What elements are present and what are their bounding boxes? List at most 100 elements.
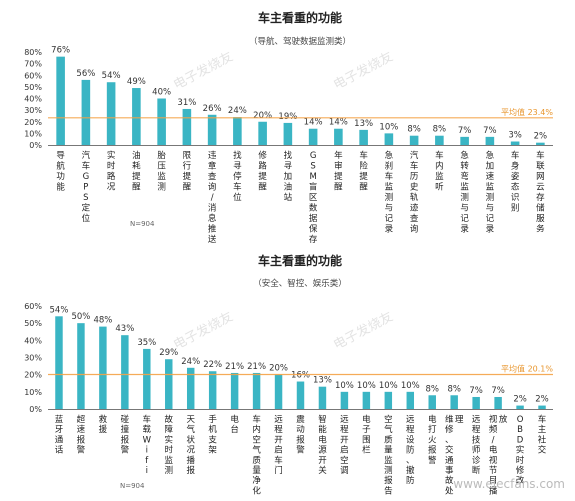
y-tick-label: 10% [24,129,42,138]
x-tick-char: 车 [233,182,242,193]
data-label: 10% [379,381,398,391]
x-tick-char: 防 [406,475,415,486]
x-tick-char: 碰 [121,414,130,425]
bar [538,405,546,409]
x-tick-char: 提 [258,171,267,182]
x-tick-char: 行 [183,161,192,172]
x-tick-char: 提 [132,171,141,182]
x-tick-char: 报 [296,434,305,445]
x-tick-char: 路 [107,171,116,182]
x-tick-char: 蓝 [55,414,64,425]
x-tick-char: 录 [486,225,495,235]
x-tick-char: D [517,435,524,445]
x-tick-char: 急 [385,150,394,161]
data-label: 76% [51,46,70,56]
x-tick-char: f [145,456,149,466]
x-tick-char: 停 [233,171,242,182]
x-tick-char: 处 [445,485,454,496]
x-tick-char: 据 [309,213,318,224]
data-label: 8% [433,125,447,135]
x-tick-char: 撤 [406,465,415,476]
data-label: 50% [71,312,90,322]
x-tick-char: 视 [489,455,498,466]
data-label: 56% [76,69,95,79]
chart-1-title: 车主看重的功能 [258,10,342,25]
bar [207,114,217,145]
data-label: 20% [253,111,272,121]
x-tick-char: 维 [445,414,454,425]
bar [157,98,166,145]
x-tick-char: 站 [284,192,293,203]
x-tick-char: 胎 [157,150,166,161]
x-tick-char: 车 [143,414,152,425]
x-tick-char: 放 [499,414,508,425]
x-tick-char: 事 [445,465,454,476]
bar [472,396,480,409]
x-tick-char: 改 [516,475,525,486]
x-tick-char: 查 [410,213,419,224]
bar [132,88,141,145]
bar [81,79,91,145]
bar [56,56,65,145]
x-tick-char: 监 [385,182,394,193]
x-tick-char: O [517,415,524,425]
x-tick-char: 急 [460,150,469,161]
x-tick-char: 开 [274,435,283,445]
x-tick-char: 测 [384,466,393,476]
y-tick-label: 20% [24,371,42,380]
x-tick-char: 身 [511,161,520,172]
bar [485,136,495,145]
x-tick-char: 支 [208,434,217,445]
x-tick-char: 震 [296,415,305,425]
x-tick-char: 动 [296,424,305,435]
bar [318,386,327,409]
x-tick-char: 机 [208,424,217,435]
chart-1-subtitle: （导航、驾驶数据监测类） [249,36,351,47]
x-tick-char: 理 [455,415,464,425]
x-tick-char: 实 [165,434,174,445]
x-tick-char: 历 [410,172,419,182]
x-tick-char: 网 [536,172,545,182]
x-tick-char: 空 [340,455,349,466]
x-tick-char: 听 [435,183,444,193]
data-label: 10% [357,381,376,391]
data-label: 7% [491,386,505,396]
data-label: 19% [278,112,297,122]
x-tick-char: 醒 [334,183,343,193]
x-tick-char: 油 [284,182,293,193]
bar [77,323,85,409]
x-tick-char: 故 [165,414,174,425]
bar [106,82,116,145]
x-tick-char: 净 [252,475,261,486]
x-tick-char: 时 [165,445,174,456]
x-tick-char: 、 [406,456,415,466]
x-tick-char: 门 [274,465,283,476]
x-tick-char: 量 [384,446,393,456]
x-tick-char: 监 [486,182,495,193]
x-tick-char: 储 [536,203,545,214]
x-tick-char: 撞 [121,424,130,435]
y-tick-label: 0% [29,141,42,150]
x-tick-char: 违 [208,151,217,161]
x-tick-char: 断 [472,465,481,476]
data-label: 2% [534,132,548,142]
data-label: 49% [127,77,146,87]
bar [308,128,318,145]
data-label: 31% [177,98,196,108]
bar [384,391,393,409]
x-tick-char: 开 [340,435,349,445]
bar [186,367,195,409]
bar [460,136,469,145]
x-tick-char: 车 [536,150,545,161]
x-tick-char: 记 [385,214,394,224]
data-label: 10% [335,381,354,391]
x-tick-char: S [83,193,88,203]
